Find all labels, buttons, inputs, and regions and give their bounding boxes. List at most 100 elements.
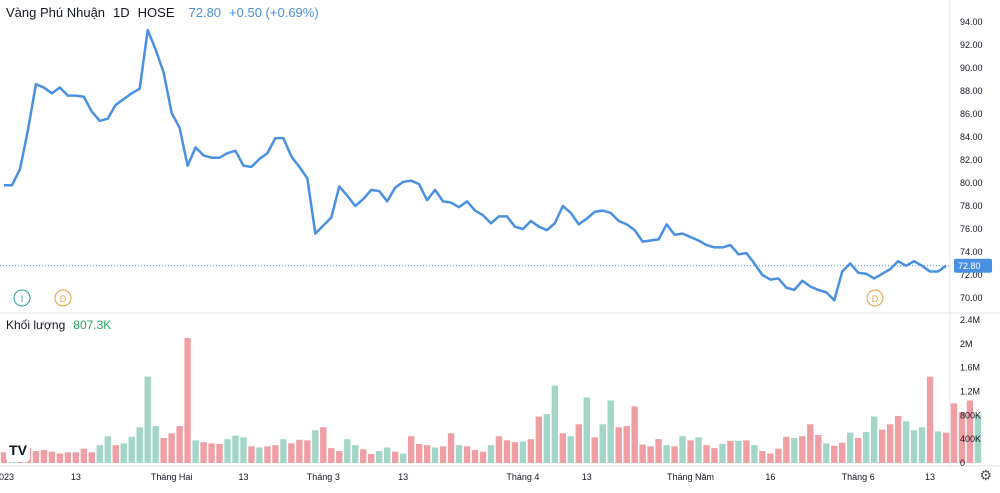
volume-bar	[352, 445, 359, 463]
volume-bar	[575, 424, 582, 463]
volume-bar	[583, 397, 590, 463]
volume-bar	[304, 440, 311, 463]
volume-tick-label: 0	[960, 458, 965, 468]
interval-label[interactable]: 1D	[113, 5, 130, 20]
event-marker	[13, 289, 31, 307]
event-marker-label: I	[21, 294, 24, 304]
volume-bar	[511, 442, 519, 463]
volume-bars	[0, 337, 982, 463]
time-tick-label: 13	[238, 472, 248, 482]
volume-label[interactable]: Khối lượng	[6, 318, 66, 332]
tradingview-logo-icon[interactable]: TV	[6, 438, 30, 462]
volume-bar	[423, 445, 431, 463]
volume-bar	[463, 446, 471, 463]
volume-bar	[799, 436, 806, 463]
price-tick-label: 88.00	[960, 86, 983, 96]
volume-bar	[926, 376, 934, 463]
time-tick-label: 13	[71, 472, 81, 482]
volume-bar	[471, 449, 479, 463]
volume-bar	[96, 445, 103, 463]
volume-bar	[56, 453, 64, 463]
volume-bar	[878, 429, 886, 463]
volume-bar	[368, 454, 375, 463]
volume-bar	[886, 424, 894, 463]
volume-bar	[855, 437, 862, 463]
time-tick-label: 13	[925, 472, 935, 482]
volume-bar	[383, 447, 391, 463]
volume-bar	[942, 432, 950, 463]
volume-bar	[655, 439, 662, 463]
volume-bar	[479, 451, 487, 463]
volume-bar	[815, 434, 822, 463]
time-tick-label: 13	[582, 472, 592, 482]
volume-bar	[607, 400, 614, 463]
volume-bar	[839, 442, 846, 463]
price-tick-label: 76.00	[960, 224, 983, 234]
volume-bar	[399, 453, 407, 463]
volume-tick-label: 1.2M	[960, 387, 980, 397]
volume-bar	[280, 439, 287, 463]
volume-bar	[360, 449, 367, 463]
volume-bar	[503, 440, 511, 463]
volume-legend[interactable]: Khối lượng 807.3K	[6, 318, 111, 332]
price-tick-label: 84.00	[960, 132, 983, 142]
price-change: +0.50 (+0.69%)	[229, 5, 319, 20]
volume-bar	[847, 432, 854, 463]
volume-bar	[671, 446, 678, 463]
volume-bar	[64, 452, 72, 463]
volume-bar	[910, 430, 918, 463]
volume-bar	[200, 442, 207, 463]
volume-bar	[950, 403, 958, 463]
volume-bar	[687, 440, 694, 463]
volume-bar	[487, 445, 495, 463]
volume-bar	[527, 439, 535, 463]
volume-bar	[543, 414, 551, 463]
volume-bar	[312, 430, 319, 463]
price-tick-label: 74.00	[960, 247, 983, 257]
volume-bar	[336, 451, 343, 463]
volume-bar	[559, 433, 567, 463]
volume-bar	[216, 443, 223, 463]
volume-bar	[823, 443, 830, 463]
volume-bar	[224, 439, 231, 463]
volume-bar	[831, 445, 838, 463]
volume-bar	[551, 385, 559, 463]
volume-bar	[264, 446, 271, 463]
event-marker-label: D	[60, 294, 67, 304]
symbol-name[interactable]: Vàng Phú Nhuận	[6, 5, 106, 20]
volume-bar	[128, 436, 135, 463]
volume-bar	[695, 437, 702, 463]
volume-bar	[136, 427, 143, 463]
symbol-legend[interactable]: Vàng Phú Nhuận 1D HOSE 72.80 +0.50 (+0.6…	[6, 5, 319, 20]
volume-bar	[232, 435, 239, 463]
price-tick-label: 70.00	[960, 293, 983, 303]
volume-tick-label: 2.4M	[960, 315, 980, 325]
volume-bar	[679, 436, 686, 463]
volume-bar	[328, 448, 335, 463]
volume-bar	[599, 424, 606, 463]
volume-bar	[615, 427, 622, 463]
volume-bar	[88, 452, 95, 463]
event-marker	[54, 289, 72, 307]
volume-tick-label: 1.6M	[960, 363, 980, 373]
volume-bar	[495, 436, 503, 463]
gear-icon[interactable]: ⚙	[979, 467, 992, 483]
volume-bar	[431, 447, 439, 463]
price-line-layer	[0, 28, 950, 302]
volume-bar	[32, 451, 40, 463]
volume-bar	[775, 448, 782, 463]
volume-bar	[407, 436, 415, 463]
grid-layer	[0, 0, 1000, 467]
price-tick-label: 94.00	[960, 17, 983, 27]
time-axis: 2023 13 Tháng Hai 13 Tháng 3 13 Tháng 4 13 Tháng…	[0, 472, 935, 482]
price-tick-label: 92.00	[960, 40, 983, 50]
time-tick-label: 16	[765, 472, 775, 482]
volume-bar	[455, 445, 463, 463]
volume-bar	[288, 443, 295, 463]
volume-bar	[783, 436, 790, 463]
price-tick-label: 78.00	[960, 201, 983, 211]
volume-bar	[631, 406, 638, 463]
